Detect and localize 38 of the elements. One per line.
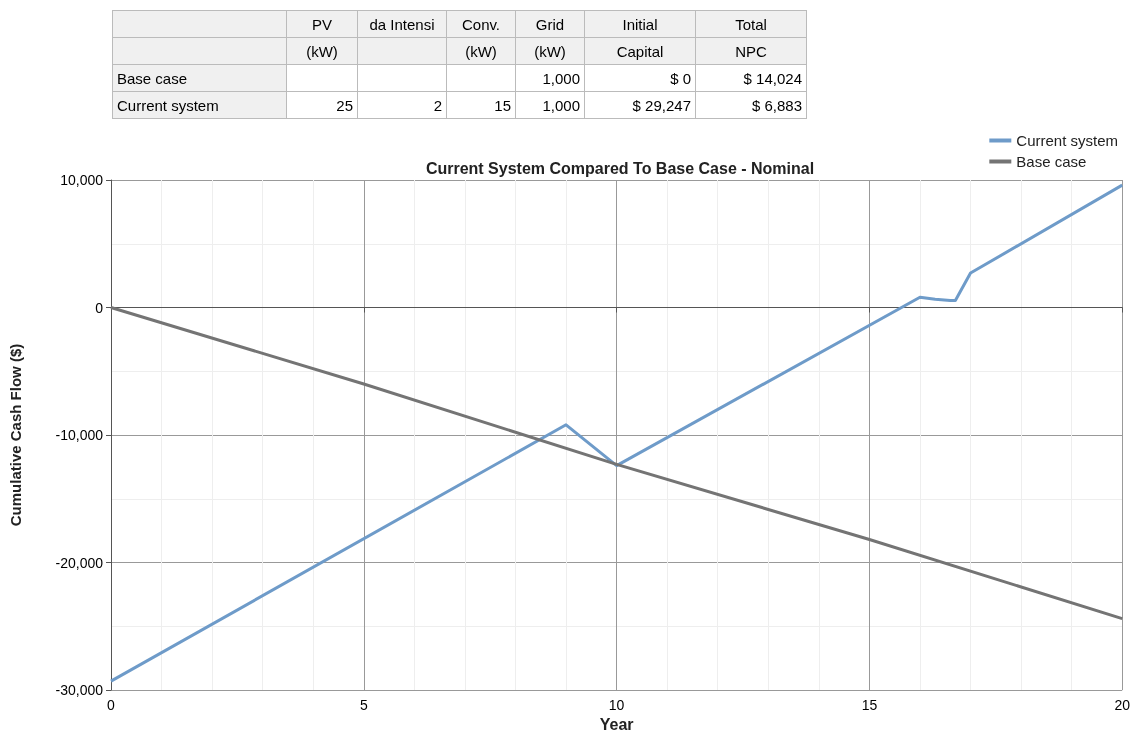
text: 1,000 xyxy=(515,91,585,119)
y-tick-label: -20,000 xyxy=(55,554,104,571)
text: PV xyxy=(286,10,358,38)
text: NPC xyxy=(695,37,807,65)
x-axis-title: Year xyxy=(599,716,634,734)
text: $ 6,883 xyxy=(695,91,807,119)
y-tick-label: -10,000 xyxy=(55,427,104,443)
text: 15 xyxy=(446,91,516,119)
chart-title: Current System Compared To Base Case - Nominal xyxy=(425,159,815,177)
text: (kW) xyxy=(286,37,358,65)
text: 25 xyxy=(286,91,358,119)
x-tick-label: 15 xyxy=(861,697,878,713)
y-tick-label: -30,000 xyxy=(55,682,104,698)
x-tick-label: 5 xyxy=(359,697,368,713)
y-tick-label: 0 xyxy=(95,299,104,316)
legend-label: Current system xyxy=(1016,132,1119,149)
text: 2 xyxy=(357,91,447,119)
text: $ 14,024 xyxy=(695,64,807,92)
text: 1,000 xyxy=(515,64,585,92)
y-tick-label: 10,000 xyxy=(60,172,104,188)
x-tick-label: 0 xyxy=(107,697,116,713)
text: Total xyxy=(695,10,807,38)
text: da Intensi xyxy=(357,10,447,38)
text: $ 29,247 xyxy=(584,91,696,119)
text: (kW) xyxy=(515,37,585,65)
legend-label: Base case xyxy=(1016,153,1087,170)
line-series xyxy=(109,306,1124,621)
text: Capital xyxy=(584,37,696,65)
text: Conv. xyxy=(446,10,516,38)
x-tick-label: 10 xyxy=(608,697,625,713)
text: Current system xyxy=(112,91,287,119)
x-tick-label: 20 xyxy=(1114,697,1131,713)
text: Base case xyxy=(112,64,287,92)
text: (kW) xyxy=(446,37,516,65)
text: $ 0 xyxy=(584,64,696,92)
text: Initial xyxy=(584,10,696,38)
text: Grid xyxy=(515,10,585,38)
y-axis-title: Cumulative Cash Flow ($) xyxy=(7,343,24,527)
